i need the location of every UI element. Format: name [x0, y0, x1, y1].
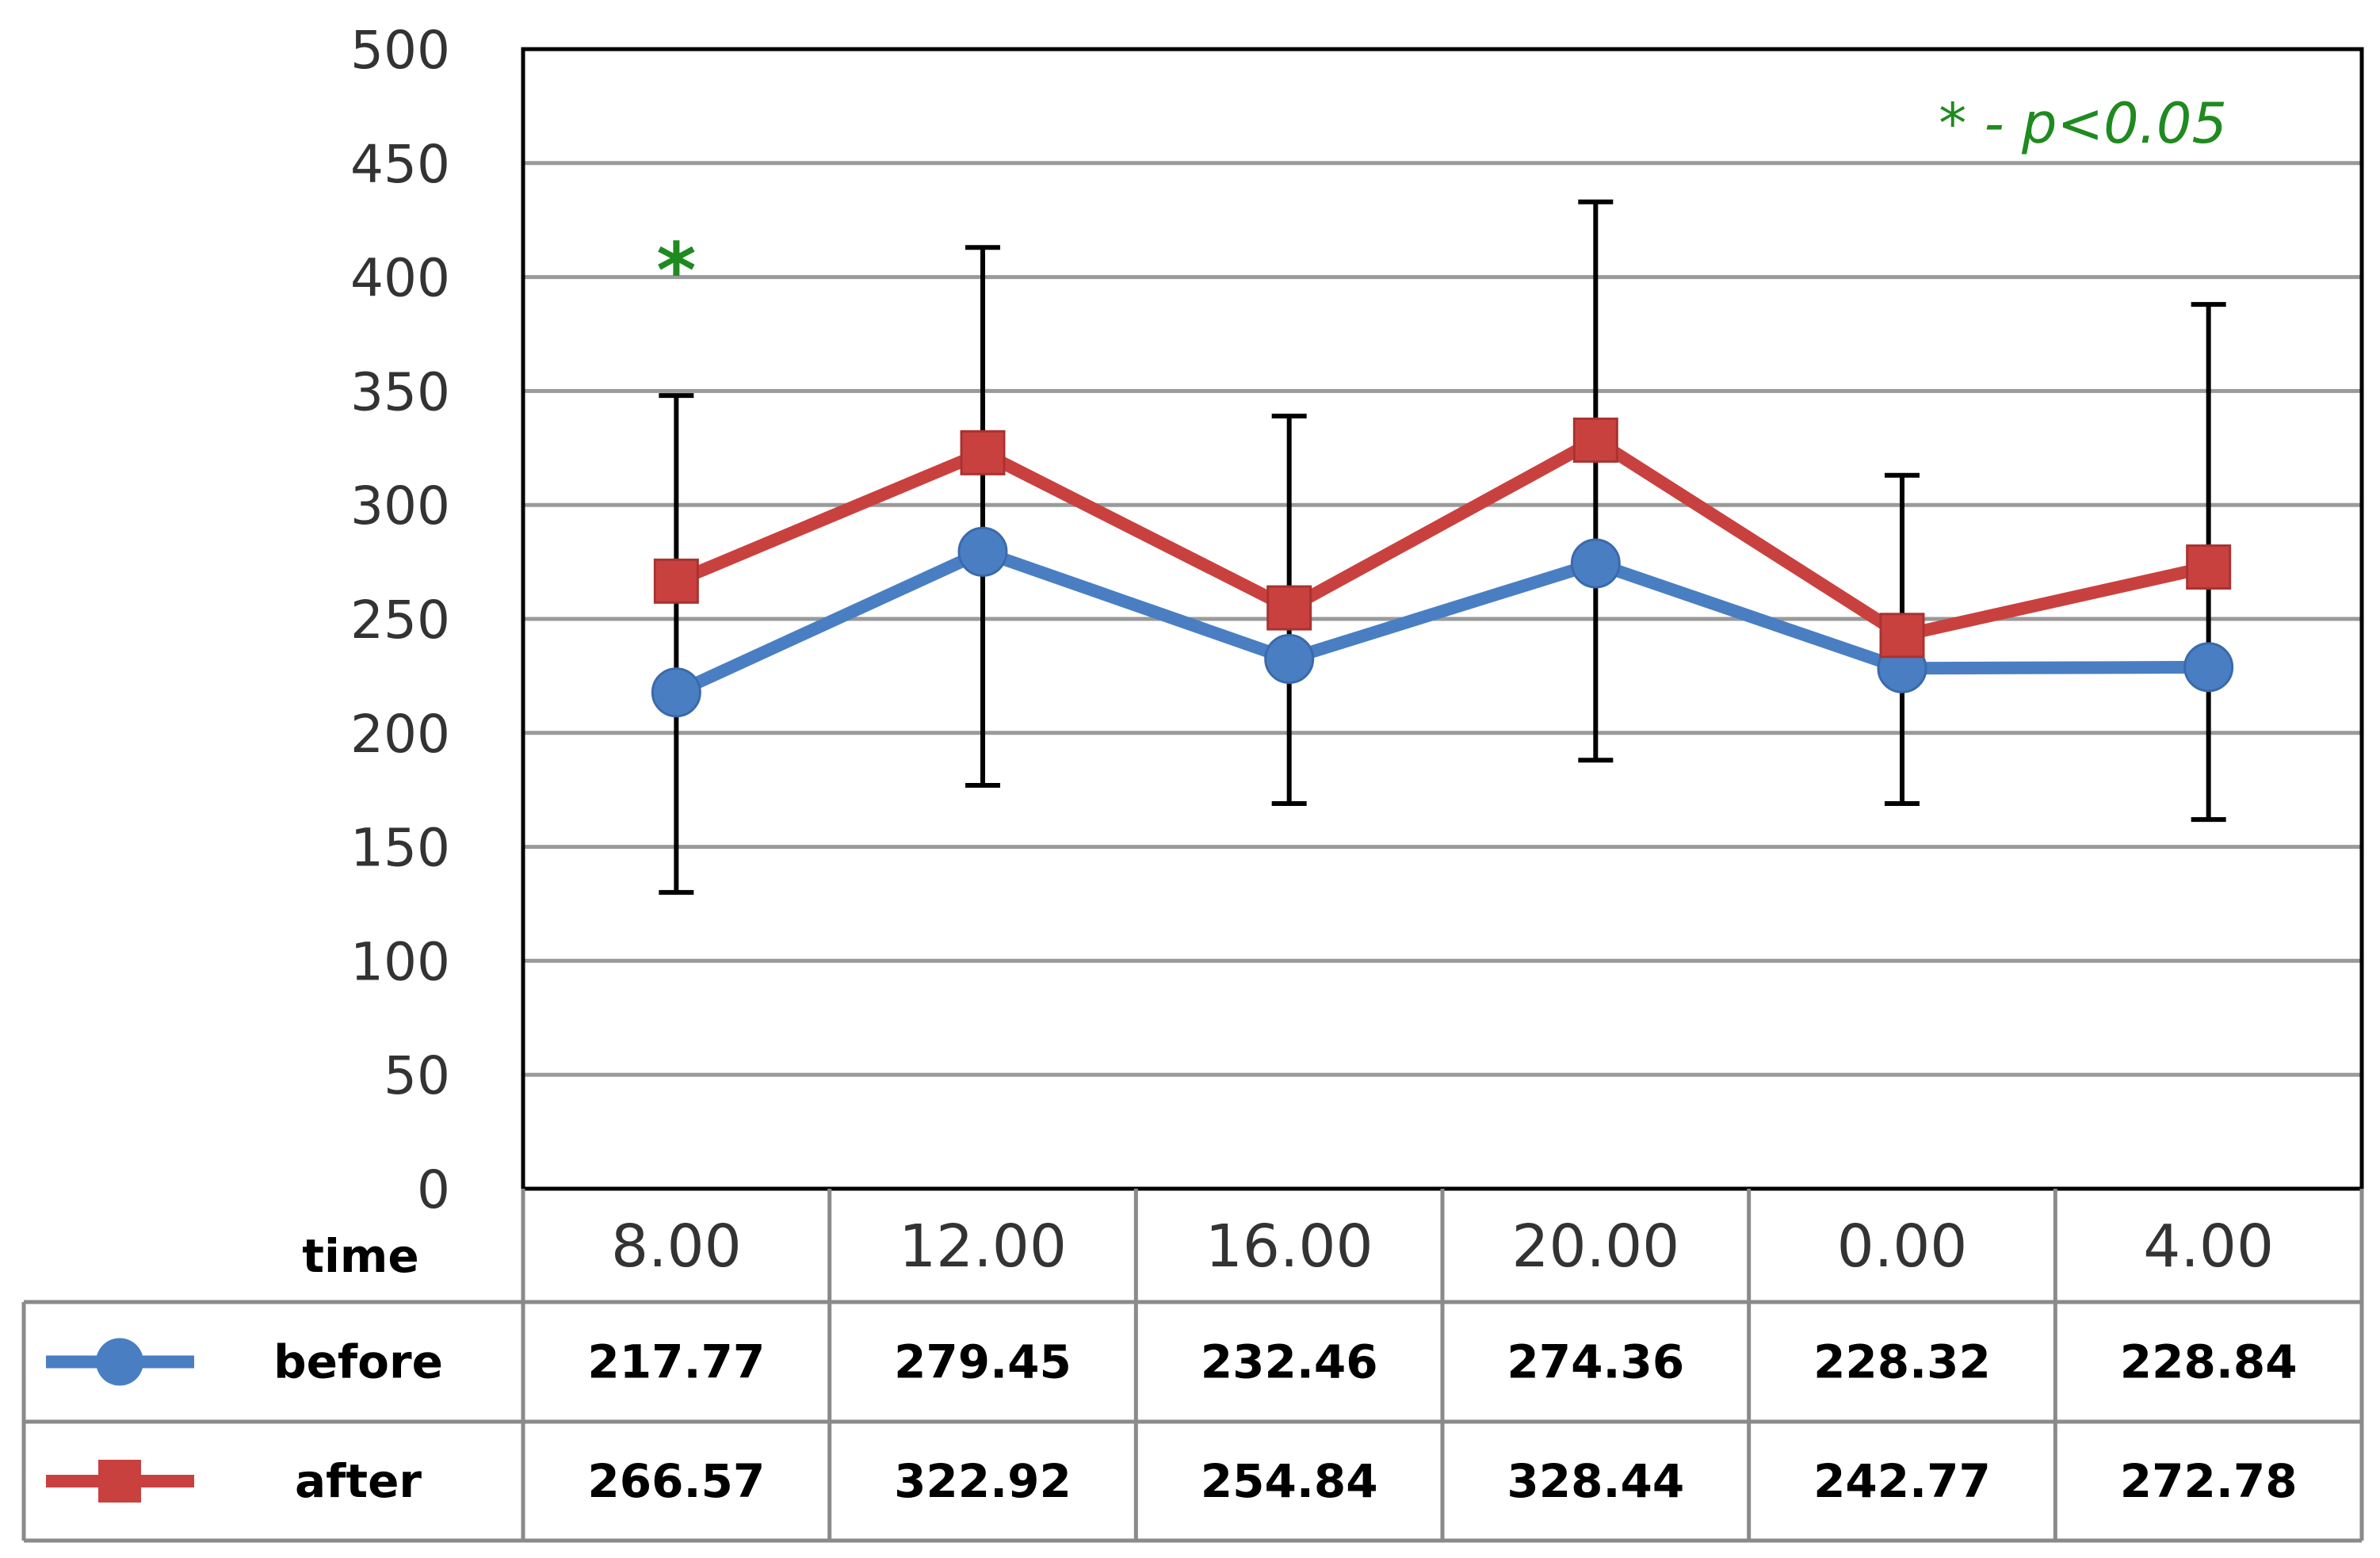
data-value-label: 266.57: [587, 1454, 765, 1508]
marker-after: [960, 430, 1006, 475]
data-value-label: 279.45: [894, 1335, 1072, 1389]
grid-lines: [523, 47, 2362, 1191]
legend-key-marker: [98, 1460, 141, 1503]
y-tick-label: 200: [350, 704, 450, 765]
y-tick-label: 450: [350, 134, 450, 195]
data-value-label: 242.77: [1813, 1454, 1991, 1508]
x-tick-label: 0.00: [1837, 1212, 1968, 1281]
marker-before: [651, 667, 701, 718]
data-value-label: 228.32: [1813, 1335, 1991, 1389]
error-bars: [659, 199, 2226, 895]
legend-key-before: [46, 1338, 194, 1386]
data-table: time 8.00 12.00 16.00 20.00 0.00 4.00 before 217…: [21, 1189, 2364, 1543]
data-value-label: 254.84: [1201, 1454, 1378, 1508]
error-bar: [659, 393, 694, 895]
category-axis-label: time: [302, 1229, 418, 1283]
marker-before: [1570, 538, 1621, 589]
marker-after: [1266, 585, 1312, 631]
series-name-after: after: [295, 1454, 422, 1508]
x-tick-label: 20.00: [1511, 1212, 1679, 1281]
y-tick-label: 0: [417, 1159, 450, 1220]
y-tick-label: 350: [350, 361, 450, 422]
series-lines: [673, 433, 2210, 698]
y-tick-label: 100: [350, 931, 450, 992]
y-tick-label: 400: [350, 248, 450, 309]
data-value-label: 272.78: [2120, 1454, 2298, 1508]
data-value-label: 274.36: [1507, 1335, 1684, 1389]
series-line-after: [674, 433, 2210, 643]
data-value-label: 217.77: [587, 1335, 765, 1389]
x-tick-label: 12.00: [899, 1212, 1067, 1281]
series-line-before: [673, 544, 2209, 698]
y-tick-label: 250: [350, 590, 450, 651]
series-markers: [651, 417, 2234, 718]
marker-after: [1572, 417, 1618, 463]
y-axis-ticks: 0 50 100 150 200 250 300 350 400 450 500: [350, 20, 450, 1220]
x-tick-label: 16.00: [1205, 1212, 1373, 1281]
marker-after: [653, 558, 699, 604]
y-tick-label: 50: [384, 1045, 450, 1106]
data-value-label: 328.44: [1507, 1454, 1684, 1508]
data-value-label: 232.46: [1201, 1335, 1378, 1389]
marker-before: [1264, 633, 1315, 684]
y-tick-label: 150: [350, 818, 450, 879]
significance-star: *: [656, 227, 696, 315]
legend-key-after: [46, 1460, 194, 1503]
x-tick-label: 8.00: [611, 1212, 742, 1281]
error-bar: [965, 245, 1000, 788]
marker-before: [2183, 642, 2234, 693]
significance-note: * - p<0.05: [1939, 91, 2227, 156]
y-tick-label: 500: [350, 20, 450, 81]
legend-key-marker: [96, 1338, 143, 1386]
marker-after: [2186, 544, 2232, 590]
y-tick-label: 300: [350, 475, 450, 537]
error-bar: [1578, 199, 1614, 763]
data-value-label: 322.92: [894, 1454, 1072, 1508]
marker-after: [1879, 613, 1925, 659]
marker-before: [957, 526, 1008, 577]
x-tick-label: 4.00: [2143, 1212, 2274, 1281]
series-name-before: before: [273, 1335, 443, 1389]
data-value-label: 228.84: [2120, 1335, 2298, 1389]
